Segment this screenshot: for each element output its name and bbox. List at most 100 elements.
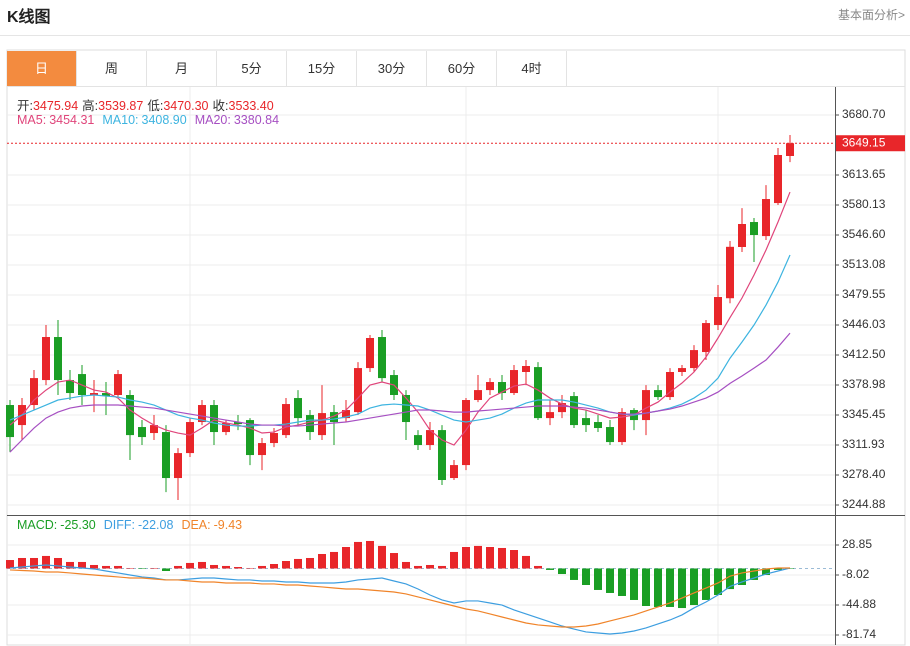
legend-item: MA10: 3408.90 (102, 113, 186, 127)
macd-bar (666, 568, 674, 607)
candle-body (138, 427, 146, 438)
candle-body (342, 410, 350, 419)
macd-line (9, 567, 790, 628)
candle-body (126, 395, 134, 436)
candle-body (450, 465, 458, 479)
legend-value: -22.08 (137, 518, 174, 532)
last-price-tag (836, 135, 905, 152)
macd-bar (150, 567, 158, 569)
tab[interactable]: 4时 (497, 51, 567, 86)
candle-body (666, 372, 674, 398)
candle-body (618, 412, 626, 443)
macd-bar (654, 568, 662, 607)
macd-bar (210, 564, 218, 569)
tab[interactable]: 5分 (217, 51, 287, 86)
y-tick-label: 3680.70 (842, 107, 886, 121)
y-tick-label: 3345.45 (842, 407, 886, 421)
legend-name: MA5: (17, 113, 47, 127)
macd-bar (570, 568, 578, 580)
readout-item: 高:3539.87 (82, 99, 143, 113)
candle-body (558, 403, 566, 413)
candle-body (654, 390, 662, 398)
y-tick-label: -81.74 (842, 627, 876, 641)
legend-name: DEA: (181, 518, 211, 532)
candle-body (42, 337, 50, 381)
candle-body (486, 382, 494, 391)
candle-body (510, 370, 518, 394)
macd-bar (162, 568, 170, 572)
candle-body (438, 430, 446, 481)
candle-body (462, 400, 470, 466)
macd-bar (678, 568, 686, 609)
macd-bar (366, 540, 374, 569)
y-tick-label: 3613.65 (842, 167, 886, 181)
legend-value: 3408.90 (141, 113, 187, 127)
y-tick-label: 3479.55 (842, 287, 886, 301)
macd-bar (270, 564, 278, 569)
fundamental-link[interactable]: 基本面分析> (837, 8, 905, 22)
candle-body (726, 246, 734, 299)
macd-bar (534, 565, 542, 569)
macd-bar (138, 568, 146, 569)
macd-bar (90, 564, 98, 569)
y-tick-label: -8.02 (842, 567, 870, 581)
y-tick-label: 3580.13 (842, 197, 886, 211)
tab[interactable]: 周 (77, 51, 147, 86)
tab[interactable]: 60分 (427, 51, 497, 86)
candle-body (498, 382, 506, 394)
candle-body (378, 337, 386, 379)
macd-bar (738, 568, 746, 586)
y-tick-label: 3446.03 (842, 317, 886, 331)
tab[interactable]: 15分 (287, 51, 357, 86)
legend-name: MACD: (17, 518, 58, 532)
macd-bar (762, 568, 770, 575)
macd-bar (642, 568, 650, 606)
legend-value: -9.43 (213, 518, 243, 532)
candle-body (714, 297, 722, 326)
candle-body (234, 422, 242, 425)
macd-bar (546, 568, 554, 570)
tab[interactable]: 30分 (357, 51, 427, 86)
legend-item: DIFF: -22.08 (104, 518, 174, 532)
macd-readout: MACD: -25.30 DIFF: -22.08 DEA: -9.43 (17, 518, 250, 532)
candle-body (174, 453, 182, 479)
chart-frame (6, 49, 906, 646)
macd-bar (6, 560, 14, 569)
macd-bar (750, 568, 758, 580)
candle-body (306, 415, 314, 433)
candle-body (270, 433, 278, 444)
macd-bar (426, 564, 434, 569)
macd-bar (198, 561, 206, 569)
candle-body (414, 435, 422, 446)
legend-item: MACD: -25.30 (17, 518, 96, 532)
candle-body (6, 405, 14, 438)
candle-body (150, 425, 158, 434)
tab[interactable]: 日 (7, 51, 77, 86)
readout-value: 3475.94 (32, 99, 79, 113)
legend-value: 3380.84 (233, 113, 280, 127)
macd-bar (318, 553, 326, 569)
macd-bar (618, 568, 626, 596)
candle-body (690, 350, 698, 369)
macd-bar (186, 562, 194, 569)
tab[interactable]: 月 (147, 51, 217, 86)
macd-bar (30, 557, 38, 569)
macd-bar (606, 568, 614, 593)
ohlc-readout: 开:3475.94 高:3539.87 低:3470.30 收:3533.40 (17, 95, 278, 114)
divider (0, 35, 910, 36)
macd-bar (594, 568, 602, 590)
candle-body (534, 367, 542, 419)
candle-body (522, 366, 530, 373)
macd-line (9, 564, 791, 635)
macd-bar (450, 551, 458, 569)
y-tick-label: -44.88 (842, 597, 876, 611)
legend-value: -25.30 (60, 518, 96, 532)
readout-name: 低: (147, 99, 164, 113)
readout-item: 低:3470.30 (147, 99, 208, 113)
candle-body (402, 395, 410, 423)
readout-name: 收: (212, 99, 229, 113)
macd-bar (66, 561, 74, 569)
candle-body (222, 423, 230, 433)
macd-bar (474, 545, 482, 569)
